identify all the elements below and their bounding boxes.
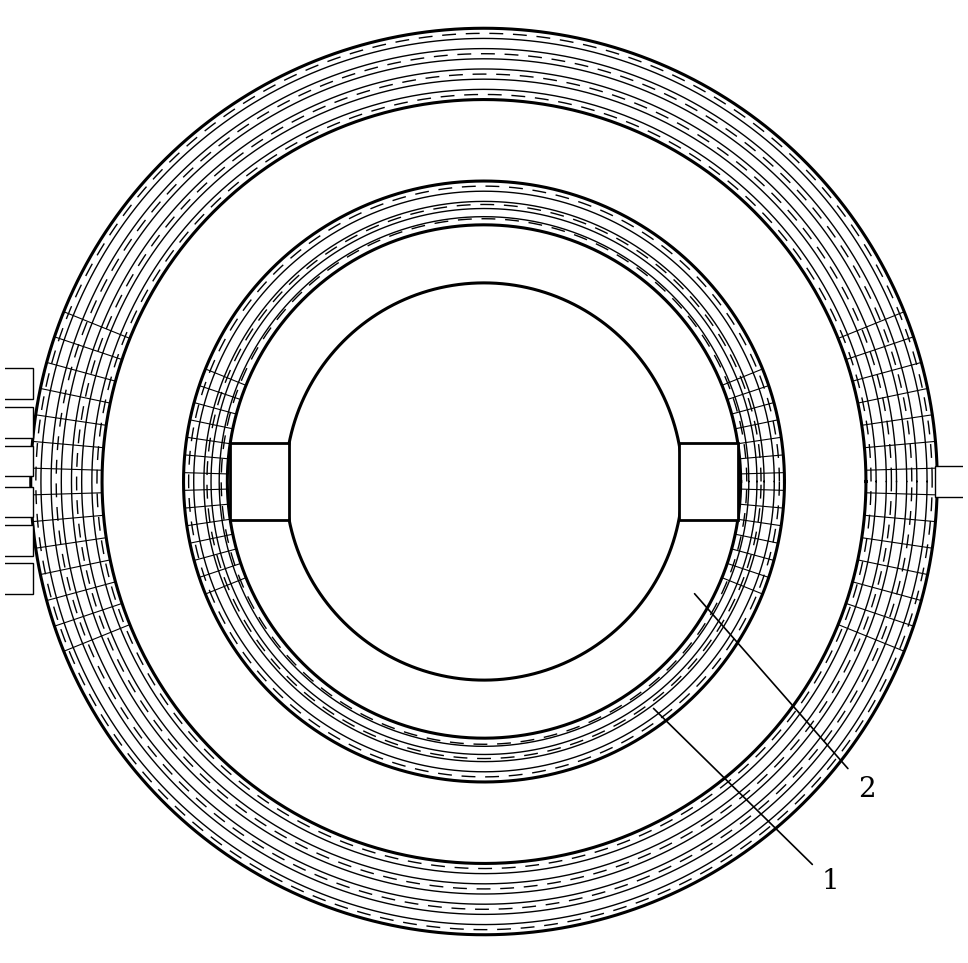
Bar <box>0 369 33 399</box>
Bar <box>0 486 33 517</box>
Polygon shape <box>286 283 682 680</box>
Bar <box>230 443 289 520</box>
Text: 1: 1 <box>822 869 839 896</box>
Bar <box>0 563 33 593</box>
Bar <box>0 446 33 477</box>
Bar <box>679 443 738 520</box>
Text: 2: 2 <box>859 776 876 803</box>
Bar <box>0 525 33 556</box>
Bar <box>0 407 33 438</box>
Bar <box>935 466 968 497</box>
